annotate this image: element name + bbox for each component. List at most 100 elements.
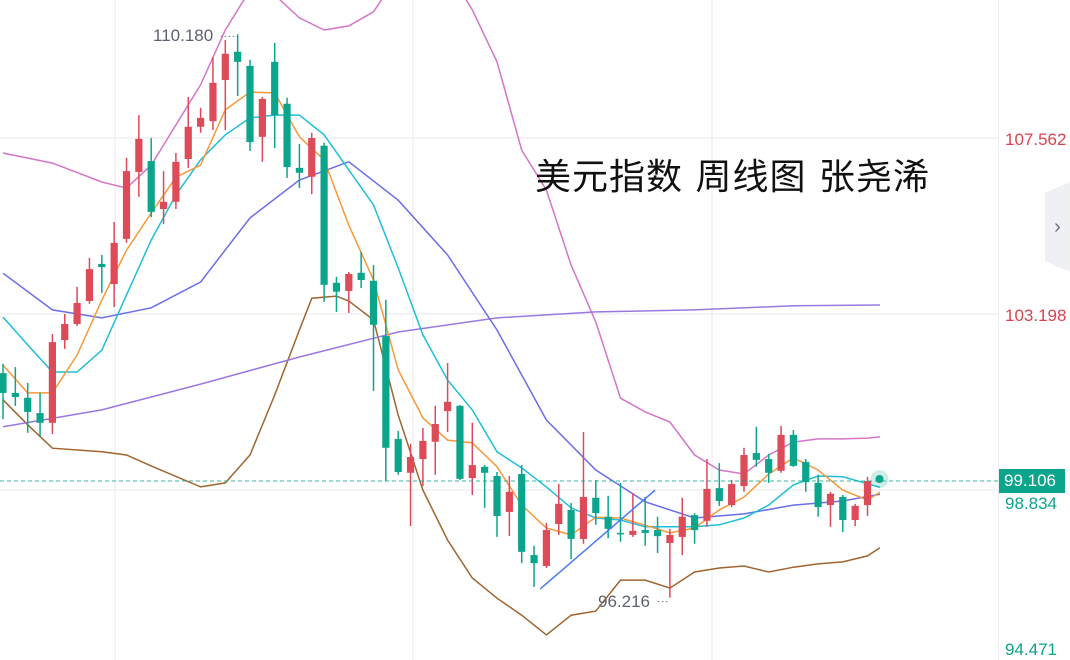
candle-body (271, 61, 279, 116)
candle-up (308, 132, 316, 195)
candle-up (542, 522, 550, 568)
candle-body (197, 117, 205, 127)
candle-body (234, 51, 242, 62)
candle-body (431, 423, 439, 442)
candle-body (851, 505, 859, 520)
candle-body (382, 336, 390, 448)
candle-body (641, 530, 649, 533)
candle-body (752, 453, 760, 460)
candle-up (73, 286, 81, 326)
candle-up (110, 221, 118, 308)
candle-body (468, 465, 476, 479)
candle-down (567, 503, 575, 560)
candle-up (48, 334, 56, 435)
candle-up (468, 422, 476, 495)
candle-down (456, 405, 464, 481)
secondary-price-label: 98.834 (1005, 494, 1057, 513)
candle-body (703, 488, 711, 521)
candle-body (73, 302, 81, 324)
candle-body (666, 534, 674, 543)
candle-body (221, 53, 229, 80)
candle-down (24, 382, 32, 433)
candle-up (431, 405, 439, 475)
candle-body (172, 161, 180, 202)
candle-up (197, 107, 205, 133)
candle-body (826, 493, 835, 506)
candle-body (184, 126, 192, 160)
chevron-right-icon: › (1054, 215, 1061, 238)
trendline-drawing (539, 489, 656, 590)
candlestick-chart[interactable] (0, 0, 998, 660)
candle-down (653, 516, 662, 554)
candle-body (691, 515, 699, 531)
candle-body (728, 484, 736, 506)
candle-down (616, 482, 625, 542)
candle-down (332, 276, 341, 312)
candle-down (271, 42, 279, 149)
candle-up (863, 476, 872, 516)
candle-up (777, 426, 785, 473)
candle-body (481, 466, 489, 473)
axis-tick-label: 94.471 (1005, 640, 1057, 659)
chart-title: 美元指数 周线图 张尧浠 (535, 157, 930, 198)
candle-down (369, 265, 378, 391)
candle-body (802, 461, 810, 483)
candle-down (98, 255, 106, 293)
candle-body (555, 503, 563, 525)
candle-body (159, 201, 168, 210)
candle-down (530, 545, 538, 587)
candle-up (122, 157, 131, 243)
candle-body (740, 455, 748, 487)
candle-body (765, 459, 773, 473)
candle-up (678, 497, 686, 556)
candle-body (110, 242, 118, 285)
candle-down (481, 465, 489, 508)
candle-body (246, 65, 254, 143)
candle-down (715, 463, 723, 506)
candle-body (629, 530, 637, 535)
candle-body (48, 342, 56, 423)
candle-up (172, 152, 180, 210)
indicator-line (2, 295, 881, 636)
candle-body (320, 145, 328, 285)
candle-up (555, 484, 563, 535)
candle-up (209, 56, 217, 130)
candle-down (0, 363, 7, 420)
candle-body (24, 397, 32, 412)
candle-up (579, 432, 588, 544)
price-axis[interactable]: 107.562 103.198 94.471 98.834 99.106 (998, 0, 1070, 660)
candle-down (839, 494, 847, 533)
high-price-label: 110.180 (153, 26, 214, 46)
candle-body (345, 273, 353, 291)
candle-down (36, 392, 44, 437)
candle-up (159, 171, 168, 224)
candle-body (592, 497, 600, 514)
candle-body (567, 509, 575, 539)
candle-up (135, 115, 143, 197)
candle-up (184, 96, 192, 168)
candle-down (814, 474, 822, 517)
indicator-line (2, 304, 880, 428)
candle-body (604, 516, 612, 529)
candle-body (258, 98, 266, 137)
side-panel-toggle-button[interactable]: › (1045, 182, 1070, 272)
candle-body (579, 496, 588, 539)
candle-down (11, 367, 19, 406)
candle-body (616, 532, 625, 535)
candle-down (691, 513, 699, 544)
candle-body (394, 438, 402, 472)
candle-body (147, 161, 155, 212)
candle-up (61, 313, 69, 349)
candle-up (703, 459, 711, 527)
candle-down (246, 59, 254, 151)
candle-up (85, 257, 94, 304)
candle-body (863, 481, 872, 506)
candle-up (221, 40, 229, 130)
candle-down (147, 138, 155, 218)
candle-body (456, 405, 464, 479)
candle-down (283, 97, 291, 178)
candle-up (419, 428, 427, 487)
candle-up (851, 503, 859, 527)
candle-up (258, 96, 266, 162)
last-price-badge: 99.106 (999, 469, 1065, 493)
